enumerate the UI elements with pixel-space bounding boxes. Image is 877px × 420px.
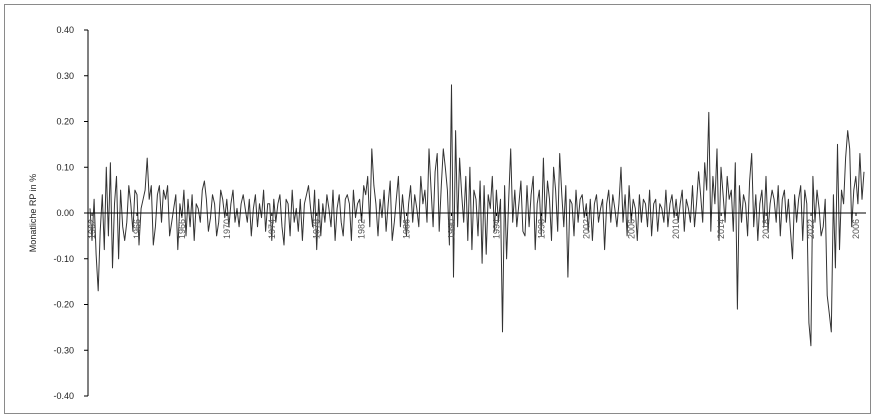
x-tick-label: 1998	[536, 219, 546, 239]
x-tick-label: 2006	[851, 219, 861, 239]
y-tick-label: 0.30	[56, 71, 74, 81]
y-tick-label: 0.00	[56, 208, 74, 218]
y-tick-label: 0.20	[56, 117, 74, 127]
x-tick-label: 2022	[806, 219, 816, 239]
x-tick-label: 2014	[716, 219, 726, 239]
x-tick-label: 2010	[671, 219, 681, 239]
x-tick-label: 1986	[402, 219, 412, 239]
x-tick-label: 1974	[267, 219, 277, 239]
x-tick-label: 2006	[626, 219, 636, 239]
x-tick-label: 1970	[222, 219, 232, 239]
x-tick-label: 1982	[357, 219, 367, 239]
x-tick-label: 1990	[447, 219, 457, 239]
x-tick-label: 1966	[177, 219, 187, 239]
y-tick-label: -0.40	[53, 391, 74, 401]
chart-frame	[4, 4, 871, 414]
x-tick-label: 2018	[761, 219, 771, 239]
x-tick-label: 1978	[312, 219, 322, 239]
y-tick-label: -0.10	[53, 254, 74, 264]
x-tick-label: 1966	[132, 219, 142, 239]
series-line	[89, 84, 865, 347]
y-tick-label: 0.10	[56, 162, 74, 172]
y-tick-label: 0.40	[56, 25, 74, 35]
y-tick-label: -0.20	[53, 300, 74, 310]
x-tick-label: 2002	[581, 219, 591, 239]
y-axis-title: Monatliche RP in %	[28, 174, 38, 252]
x-tick-label: 1994	[491, 219, 501, 239]
y-tick-label: -0.30	[53, 345, 74, 355]
x-tick-label: 1962	[87, 219, 97, 239]
